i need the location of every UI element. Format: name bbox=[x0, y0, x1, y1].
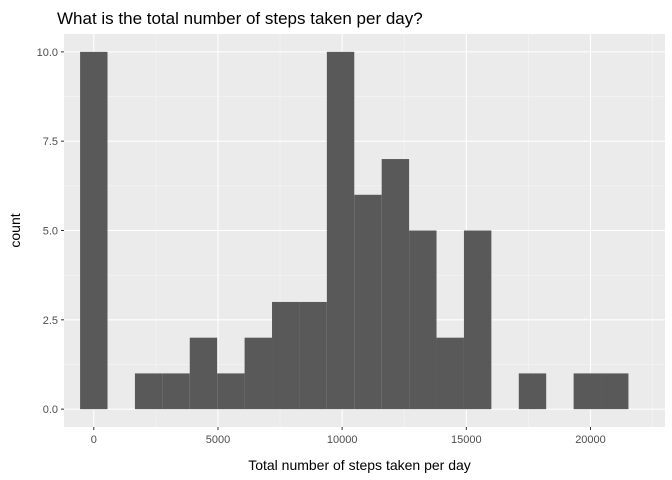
y-tick-label: 10.0 bbox=[37, 47, 58, 59]
histogram-bar bbox=[162, 373, 190, 410]
histogram-bar bbox=[244, 337, 273, 410]
histogram-bar bbox=[326, 51, 355, 410]
x-tick-label: 15000 bbox=[451, 434, 482, 446]
chart-title: What is the total number of steps taken … bbox=[57, 9, 423, 28]
x-axis: 0 5000 10000 15000 20000 bbox=[91, 427, 606, 446]
histogram-bar bbox=[134, 373, 163, 410]
histogram-bar bbox=[463, 230, 492, 410]
y-axis: 0.0 2.5 5.0 7.5 10.0 bbox=[37, 47, 64, 416]
y-tick-label: 5.0 bbox=[43, 226, 58, 238]
histogram-bar bbox=[601, 373, 629, 410]
histogram-bar bbox=[518, 373, 547, 410]
histogram-bar bbox=[354, 194, 382, 410]
histogram-bar bbox=[189, 337, 218, 410]
x-tick-label: 5000 bbox=[206, 434, 230, 446]
histogram-bar bbox=[381, 159, 410, 410]
histogram-bar bbox=[80, 51, 108, 410]
x-axis-title: Total number of steps taken per day bbox=[248, 457, 471, 473]
histogram-bar bbox=[436, 337, 464, 410]
x-tick-label: 0 bbox=[91, 434, 97, 446]
x-tick-label: 10000 bbox=[327, 434, 358, 446]
y-axis-title: count bbox=[7, 213, 23, 247]
y-tick-label: 0.0 bbox=[43, 404, 58, 416]
histogram-bars bbox=[80, 51, 629, 410]
histogram-bar bbox=[573, 373, 602, 410]
y-tick-label: 2.5 bbox=[43, 315, 58, 327]
histogram-bar bbox=[217, 373, 245, 410]
histogram-bar bbox=[299, 301, 327, 410]
histogram-bar bbox=[409, 230, 437, 410]
x-tick-label: 20000 bbox=[575, 434, 606, 446]
histogram-bar bbox=[272, 301, 300, 410]
y-tick-label: 7.5 bbox=[43, 136, 58, 148]
